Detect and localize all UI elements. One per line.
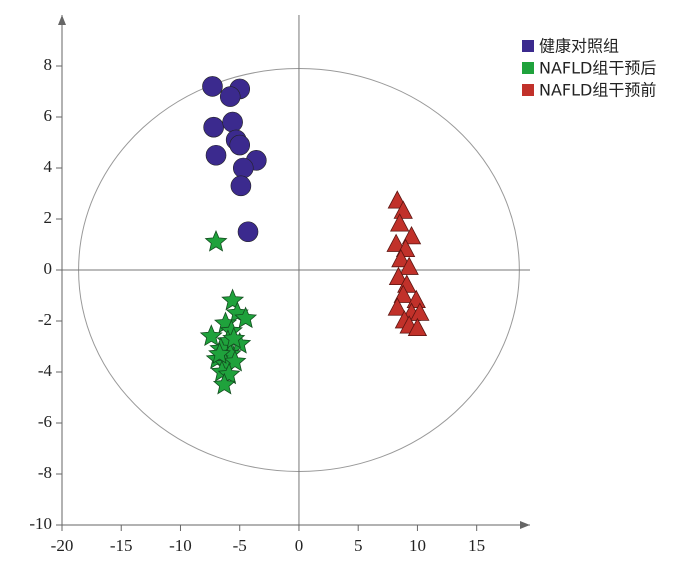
x-tick-label: -20 (51, 536, 74, 555)
point (407, 317, 428, 337)
y-tick-label: 6 (44, 106, 53, 125)
point (390, 213, 410, 232)
point (386, 233, 406, 252)
point (391, 248, 411, 268)
series (386, 190, 430, 337)
point (393, 200, 413, 219)
point (222, 111, 243, 133)
y-tick-label: 4 (44, 157, 53, 176)
point (401, 225, 422, 245)
series (199, 229, 258, 395)
point (203, 116, 224, 138)
x-tick-label: -10 (169, 536, 192, 555)
legend: 健康对照组 NAFLD组干预后 NAFLD组干预前 (522, 37, 656, 100)
y-tick-label: -10 (29, 514, 52, 533)
point (199, 324, 223, 347)
point (205, 144, 227, 166)
legend-label: NAFLD组干预后 (539, 59, 656, 78)
series (202, 76, 267, 243)
x-tick-label: -5 (233, 536, 247, 555)
y-tick-label: -4 (38, 361, 53, 380)
y-tick-label: 8 (44, 55, 53, 74)
y-tick-label: 0 (44, 259, 53, 278)
x-axis-arrow (520, 521, 530, 529)
x-tick-label: 0 (295, 536, 304, 555)
x-tick-label: 15 (468, 536, 485, 555)
point (237, 221, 259, 243)
point (230, 175, 252, 197)
point (217, 362, 241, 385)
point (222, 326, 246, 349)
point (204, 229, 228, 252)
point (399, 256, 419, 275)
point (393, 284, 413, 303)
point (387, 297, 407, 316)
point (202, 76, 223, 97)
x-tick-label: 5 (354, 536, 363, 555)
legend-label: NAFLD组干预前 (539, 81, 656, 100)
x-tick-label: -15 (110, 536, 133, 555)
legend-swatch (522, 40, 534, 52)
legend-label: 健康对照组 (539, 37, 619, 56)
y-tick-label: -6 (38, 412, 52, 431)
point (229, 134, 251, 156)
x-tick-label: 10 (409, 536, 426, 555)
point (410, 302, 430, 321)
point (212, 372, 236, 395)
point (219, 86, 241, 107)
point (388, 266, 409, 286)
legend-swatch (522, 84, 534, 96)
point (232, 157, 254, 179)
point (208, 342, 231, 364)
y-tick-label: 2 (44, 208, 53, 227)
legend-swatch (522, 62, 534, 74)
y-tick-label: -8 (38, 463, 52, 482)
y-axis-arrow (58, 15, 66, 25)
y-tick-label: -2 (38, 310, 52, 329)
point (234, 306, 258, 329)
point (221, 288, 245, 311)
